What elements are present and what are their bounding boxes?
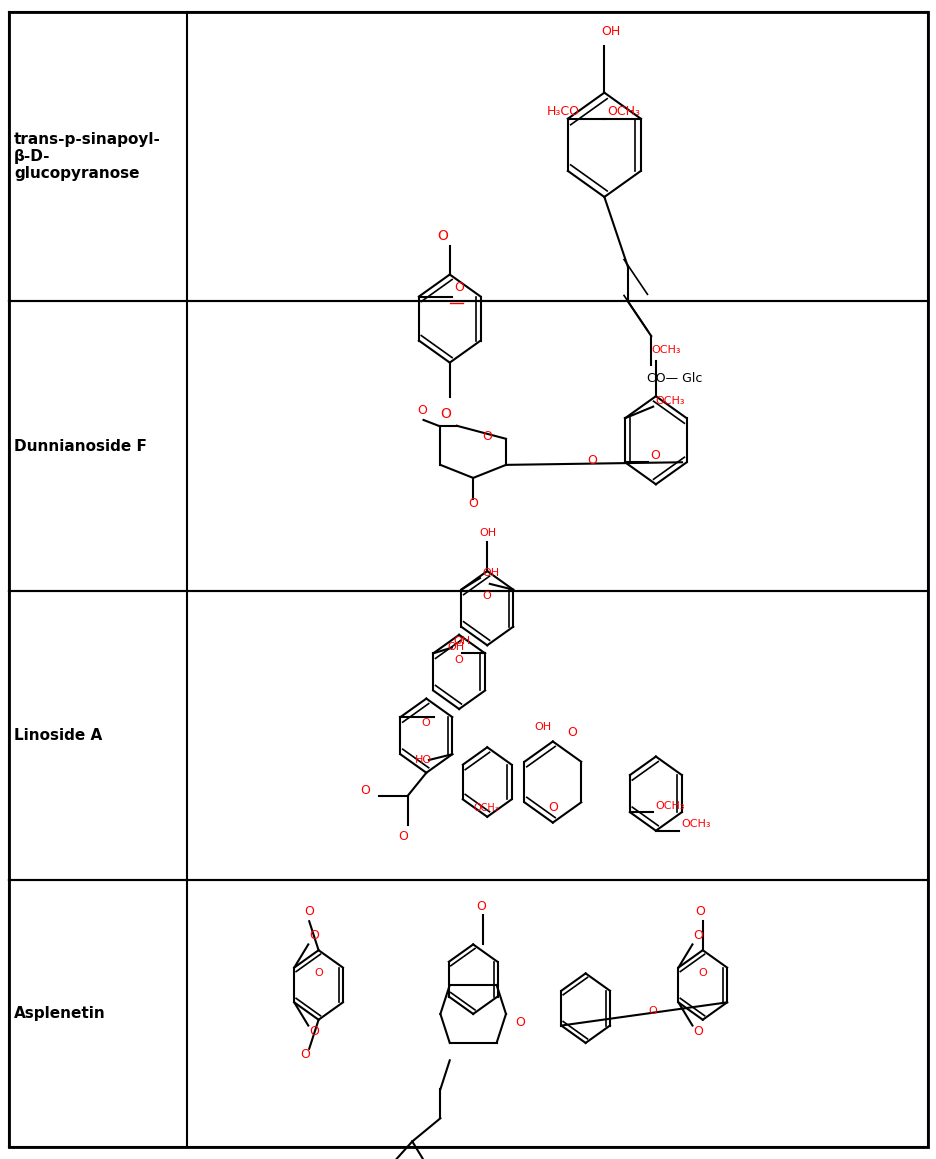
Text: O: O (304, 905, 314, 918)
Text: H₃CO: H₃CO (547, 105, 579, 118)
Text: O: O (586, 453, 596, 467)
Text: O: O (693, 928, 703, 941)
Text: O: O (309, 928, 319, 941)
Text: O: O (454, 655, 462, 664)
Text: O: O (548, 801, 558, 814)
Text: Dunnianoside F: Dunnianoside F (14, 438, 147, 453)
Text: O: O (515, 1015, 525, 1028)
Text: O: O (454, 280, 464, 293)
Text: OCH₃: OCH₃ (651, 345, 680, 356)
Text: O: O (475, 899, 486, 912)
Text: O: O (650, 449, 660, 461)
Text: O: O (436, 228, 447, 242)
Text: O: O (421, 719, 430, 728)
Text: OH: OH (481, 568, 499, 577)
Text: O: O (482, 591, 490, 600)
Text: Linoside A: Linoside A (14, 728, 102, 743)
Text: O: O (482, 430, 492, 443)
Text: OCH₃: OCH₃ (473, 803, 498, 812)
Text: O: O (314, 968, 322, 978)
Text: Asplenetin: Asplenetin (14, 1006, 106, 1021)
Text: OH: OH (601, 24, 621, 38)
Text: CO— Glc: CO— Glc (646, 372, 701, 386)
Text: OH: OH (447, 642, 464, 651)
Text: OH: OH (479, 529, 496, 538)
Text: OH: OH (453, 636, 471, 646)
Text: trans-p-sinapoyl-
β-D-
glucopyranose: trans-p-sinapoyl- β-D- glucopyranose (14, 131, 161, 181)
Text: O: O (360, 783, 371, 796)
Text: OH: OH (534, 722, 550, 731)
Text: O: O (398, 830, 408, 843)
Text: O: O (417, 404, 427, 417)
Text: O: O (566, 726, 577, 738)
Text: OCH₃: OCH₃ (680, 819, 709, 829)
Text: O: O (440, 407, 451, 421)
Text: OCH₃: OCH₃ (654, 801, 684, 810)
Text: O: O (648, 1006, 657, 1016)
Text: O: O (695, 905, 705, 918)
Text: O: O (693, 1025, 703, 1037)
Text: O: O (300, 1048, 310, 1060)
Text: O: O (309, 1025, 319, 1037)
Text: OCH₃: OCH₃ (607, 105, 639, 118)
Text: O: O (468, 497, 478, 510)
Text: HO: HO (415, 756, 431, 765)
Text: O: O (697, 968, 706, 978)
Text: OCH₃: OCH₃ (654, 396, 684, 407)
